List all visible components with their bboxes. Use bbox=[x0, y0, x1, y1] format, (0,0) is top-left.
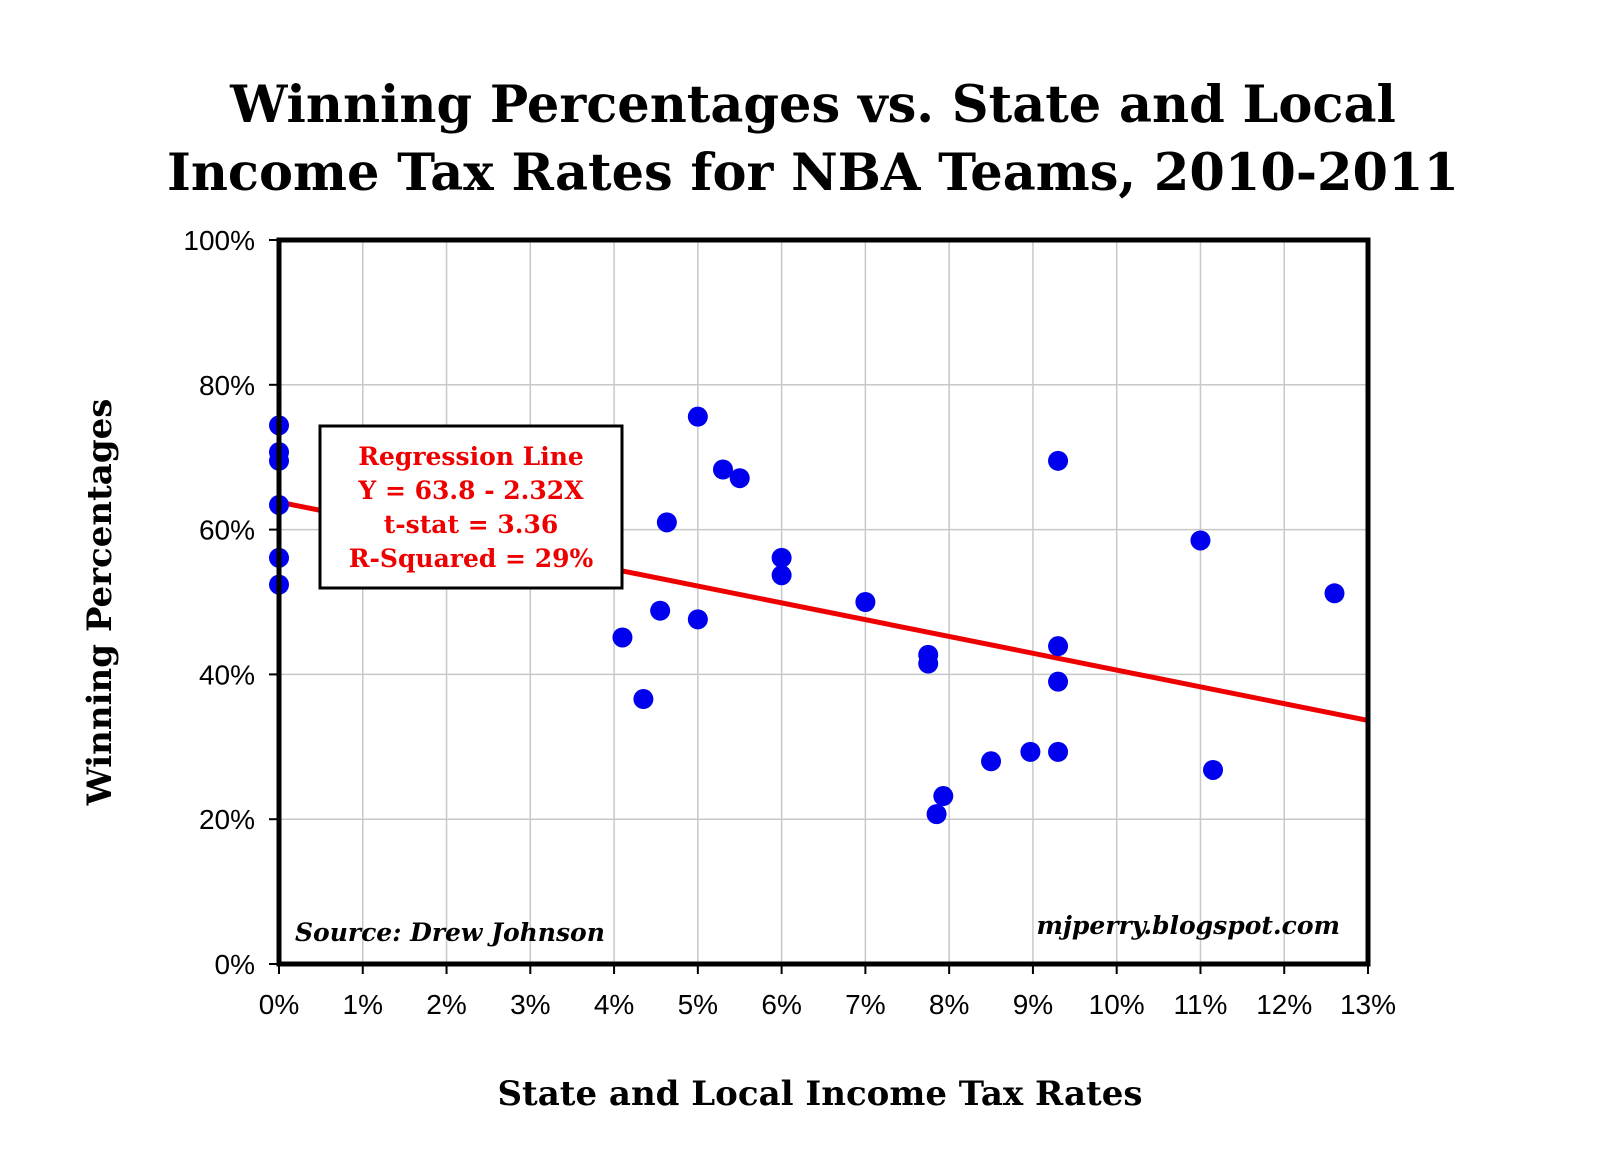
annotation-box-frame bbox=[318, 424, 624, 590]
source-note: Source: Drew Johnson bbox=[295, 918, 605, 947]
data-point bbox=[1324, 583, 1345, 604]
data-point bbox=[918, 653, 939, 674]
data-point bbox=[1048, 636, 1069, 657]
annotation-line-2: Y = 63.8 - 2.32X bbox=[357, 476, 584, 505]
x-tick-label: 3% bbox=[510, 989, 550, 1020]
y-tick-label: 40% bbox=[199, 659, 255, 690]
x-tick-label: 7% bbox=[845, 989, 885, 1020]
x-tick-label: 4% bbox=[594, 989, 634, 1020]
annotation-line-3: t-stat = 3.36 bbox=[384, 510, 559, 539]
x-tick-label: 11% bbox=[1173, 989, 1227, 1020]
x-tick-label: 13% bbox=[1340, 989, 1396, 1020]
site-note: mjperry.blogspot.com bbox=[1036, 911, 1340, 940]
data-point bbox=[712, 459, 733, 480]
x-tick-label: 10% bbox=[1089, 989, 1145, 1020]
data-point bbox=[1203, 759, 1224, 780]
annotation-line-1: Regression Line bbox=[358, 442, 584, 471]
data-point bbox=[650, 600, 671, 621]
x-tick-label: 0% bbox=[259, 989, 299, 1020]
data-point bbox=[981, 751, 1002, 772]
data-point bbox=[1048, 741, 1069, 762]
data-point bbox=[771, 547, 792, 568]
data-point bbox=[771, 565, 792, 586]
x-tick-label: 5% bbox=[678, 989, 718, 1020]
data-point bbox=[633, 689, 654, 710]
data-point bbox=[1190, 530, 1211, 551]
x-axis-title: State and Local Income Tax Rates bbox=[497, 1074, 1142, 1114]
data-point bbox=[1048, 450, 1069, 471]
x-tick-label: 12% bbox=[1256, 989, 1312, 1020]
x-tick-label: 8% bbox=[929, 989, 969, 1020]
data-point bbox=[612, 627, 633, 648]
data-points bbox=[269, 406, 1345, 825]
chart-title-line-2: Income Tax Rates for NBA Teams, 2010-201… bbox=[167, 143, 1459, 203]
y-tick-label: 20% bbox=[199, 804, 255, 835]
y-tick-label: 60% bbox=[199, 515, 255, 546]
x-tick-label: 1% bbox=[343, 989, 383, 1020]
chart-title-line-1: Winning Percentages vs. State and Local bbox=[229, 75, 1396, 135]
data-point bbox=[855, 592, 876, 612]
annotation-line-4: R-Squared = 29% bbox=[349, 544, 594, 573]
data-point bbox=[656, 512, 677, 533]
data-point bbox=[687, 406, 708, 427]
plot-frame bbox=[276, 237, 1371, 967]
x-tick-label: 6% bbox=[761, 989, 801, 1020]
axes: 0% 1% 2% 3% 4% 5% 6% 7% 8% 9% 10% 11% 12% 13% 0% 20% 40%… bbox=[183, 225, 1396, 1020]
data-point bbox=[1048, 671, 1069, 692]
data-point bbox=[926, 804, 947, 825]
gridlines bbox=[278, 239, 1369, 965]
data-point bbox=[933, 786, 954, 807]
x-tick-label: 9% bbox=[1013, 989, 1053, 1020]
y-tick-label: 100% bbox=[183, 225, 255, 256]
x-tick-label: 2% bbox=[426, 989, 466, 1020]
y-tick-label: 0% bbox=[215, 949, 255, 980]
data-point bbox=[1020, 741, 1041, 762]
data-point bbox=[687, 609, 708, 630]
chart-title: Winning Percentages vs. State and Local … bbox=[167, 75, 1459, 203]
y-tick-label: 80% bbox=[199, 370, 255, 401]
regression-annotation: Regression Line Y = 63.8 - 2.32X t-stat … bbox=[318, 424, 624, 590]
data-point bbox=[729, 468, 750, 489]
y-axis-title: Winning Percentages bbox=[80, 399, 120, 807]
